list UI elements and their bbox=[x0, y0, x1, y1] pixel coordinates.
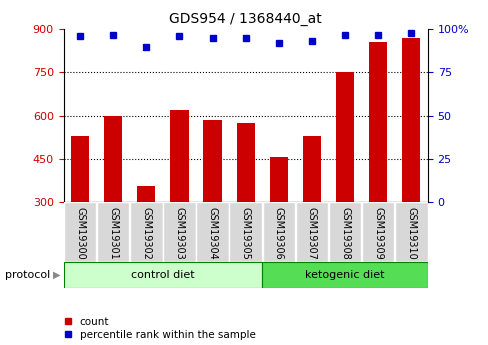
Bar bbox=[229, 202, 262, 262]
Bar bbox=[170, 110, 188, 202]
Bar bbox=[163, 202, 195, 262]
Text: GSM19302: GSM19302 bbox=[141, 207, 151, 259]
Bar bbox=[402, 38, 420, 202]
Text: GSM19310: GSM19310 bbox=[406, 207, 415, 259]
Text: GSM19307: GSM19307 bbox=[306, 207, 316, 259]
Text: GSM19301: GSM19301 bbox=[108, 207, 118, 259]
Bar bbox=[328, 202, 361, 262]
Legend: count, percentile rank within the sample: count, percentile rank within the sample bbox=[64, 317, 255, 340]
Text: GSM19306: GSM19306 bbox=[273, 207, 283, 259]
Text: control diet: control diet bbox=[131, 270, 194, 280]
Bar bbox=[97, 202, 129, 262]
Bar bbox=[295, 202, 327, 262]
Bar bbox=[262, 262, 427, 288]
Bar bbox=[104, 116, 122, 202]
Bar bbox=[64, 202, 96, 262]
Bar bbox=[361, 202, 394, 262]
Text: GSM19304: GSM19304 bbox=[207, 207, 217, 259]
Bar bbox=[203, 120, 221, 202]
Text: GSM19300: GSM19300 bbox=[75, 207, 85, 259]
Bar bbox=[137, 186, 155, 202]
Bar bbox=[269, 157, 287, 202]
Bar bbox=[394, 202, 427, 262]
Text: GSM19308: GSM19308 bbox=[339, 207, 349, 259]
Bar bbox=[335, 72, 353, 202]
Bar bbox=[71, 136, 89, 202]
Bar bbox=[368, 42, 386, 202]
Bar bbox=[262, 202, 294, 262]
Text: ketogenic diet: ketogenic diet bbox=[305, 270, 384, 280]
Bar bbox=[130, 202, 163, 262]
Bar bbox=[196, 202, 228, 262]
Text: GSM19305: GSM19305 bbox=[240, 207, 250, 259]
Bar bbox=[236, 123, 254, 202]
Bar bbox=[302, 136, 321, 202]
Text: GSM19309: GSM19309 bbox=[372, 207, 383, 259]
Text: GSM19303: GSM19303 bbox=[174, 207, 184, 259]
Title: GDS954 / 1368440_at: GDS954 / 1368440_at bbox=[169, 11, 322, 26]
Text: protocol: protocol bbox=[5, 270, 50, 280]
Text: ▶: ▶ bbox=[53, 270, 60, 280]
Bar bbox=[63, 262, 262, 288]
